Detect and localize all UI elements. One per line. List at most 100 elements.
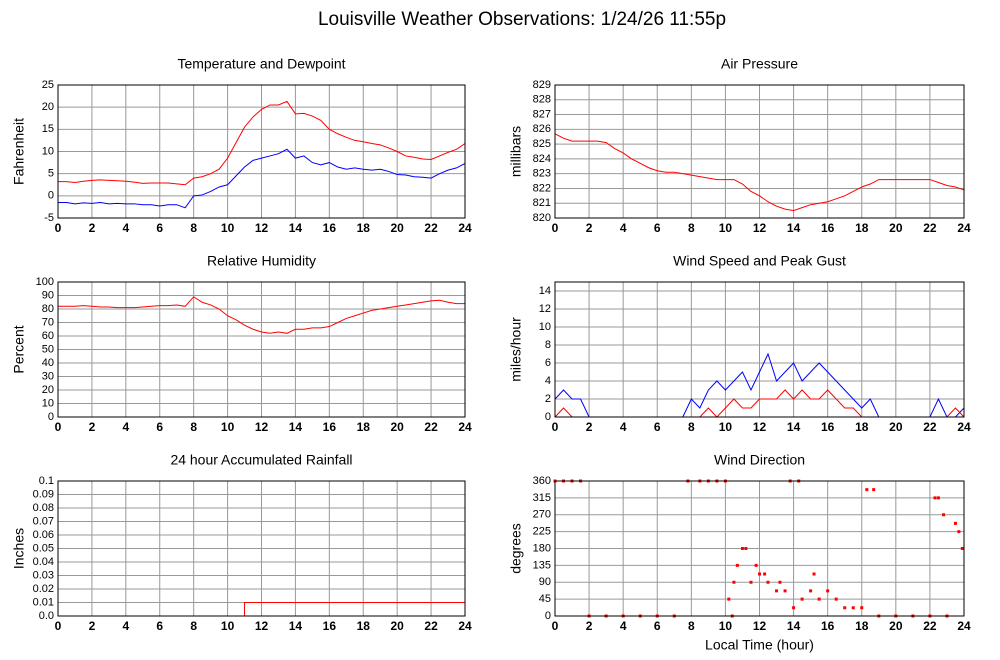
x-tick-label: 4 <box>122 221 129 235</box>
x-tick-label: 4 <box>122 619 129 633</box>
plot-border <box>57 84 466 219</box>
x-tick-label: 2 <box>586 420 593 434</box>
x-tick-label: 18 <box>855 221 869 235</box>
data-point <box>766 580 770 584</box>
x-tick-label: 0 <box>552 221 559 235</box>
data-point <box>953 521 957 525</box>
x-tick-label: 24 <box>458 420 472 434</box>
x-tick-label: 18 <box>855 619 869 633</box>
y-tick-label: 60 <box>42 330 54 342</box>
y-tick-label: 50 <box>42 343 54 355</box>
y-tick-label: 0.06 <box>33 529 54 541</box>
x-tick-label: 10 <box>221 420 235 434</box>
x-tick-label: 10 <box>221 619 235 633</box>
x-axis-label: Local Time (hour) <box>705 637 814 653</box>
x-tick-label: 24 <box>957 420 971 434</box>
x-tick-label: 16 <box>323 420 337 434</box>
y-tick-label: 821 <box>533 197 551 209</box>
y-tick-label: 360 <box>533 475 551 487</box>
y-tick-label: 10 <box>42 397 54 409</box>
y-tick-label: -5 <box>44 212 54 224</box>
y-tick-label: 0.01 <box>33 596 54 608</box>
y-tick-label: 823 <box>533 168 551 180</box>
y-tick-label: 15 <box>42 123 54 135</box>
x-tick-label: 14 <box>787 420 801 434</box>
plot-border <box>57 480 466 617</box>
y-tick-label: 25 <box>42 79 54 91</box>
y-tick-label: 826 <box>533 123 551 135</box>
x-tick-label: 0 <box>55 619 62 633</box>
data-point <box>775 589 779 593</box>
y-tick-label: 270 <box>533 509 551 521</box>
x-tick-label: 22 <box>923 221 937 235</box>
x-tick-label: 0 <box>552 420 559 434</box>
x-tick-label: 4 <box>620 619 627 633</box>
x-tick-label: 6 <box>156 221 163 235</box>
x-tick-label: 0 <box>55 221 62 235</box>
y-tick-label: 10 <box>539 321 551 333</box>
data-point <box>872 488 876 492</box>
data-point <box>960 547 964 550</box>
x-tick-label: 10 <box>221 221 235 235</box>
data-point <box>763 572 767 576</box>
x-tick-label: 22 <box>424 221 438 235</box>
x-tick-label: 2 <box>89 420 96 434</box>
x-tick-label: 24 <box>458 619 472 633</box>
y-tick-label: 0.08 <box>33 502 54 514</box>
chart-title: Wind Speed and Peak Gust <box>673 253 846 269</box>
plot-border <box>554 84 965 219</box>
data-point <box>758 572 761 576</box>
y-tick-label: 0.05 <box>33 542 54 554</box>
x-tick-label: 20 <box>390 619 404 633</box>
x-tick-label: 20 <box>889 420 903 434</box>
x-tick-label: 2 <box>89 221 96 235</box>
x-tick-label: 12 <box>753 619 767 633</box>
x-tick-label: 2 <box>586 619 593 633</box>
y-tick-label: 315 <box>533 492 551 504</box>
y-tick-label: 40 <box>42 357 54 369</box>
y-tick-label: 0.04 <box>33 556 54 568</box>
y-tick-label: 45 <box>539 593 551 605</box>
y-axis-label: miles/hour <box>508 317 524 382</box>
x-tick-label: 4 <box>122 420 129 434</box>
data-line <box>58 296 465 334</box>
y-tick-label: 90 <box>539 576 551 588</box>
x-tick-label: 2 <box>586 221 593 235</box>
y-tick-label: 20 <box>42 384 54 396</box>
x-tick-label: 8 <box>688 420 695 434</box>
chart-title: 24 hour Accumulated Rainfall <box>170 452 352 468</box>
x-tick-label: 16 <box>323 221 337 235</box>
x-tick-label: 8 <box>190 619 197 633</box>
data-point <box>749 580 753 584</box>
data-line <box>554 133 965 212</box>
data-point <box>809 589 813 593</box>
y-tick-label: 0.1 <box>39 475 54 487</box>
x-tick-label: 6 <box>156 619 163 633</box>
y-tick-label: 824 <box>533 153 551 165</box>
x-tick-label: 4 <box>620 420 627 434</box>
y-axis-label: Percent <box>11 325 27 373</box>
x-tick-label: 20 <box>390 221 404 235</box>
x-tick-label: 20 <box>390 420 404 434</box>
y-tick-label: 820 <box>533 212 551 224</box>
x-tick-label: 0 <box>552 619 559 633</box>
x-tick-label: 6 <box>654 420 661 434</box>
x-tick-label: 2 <box>89 619 96 633</box>
y-tick-label: 135 <box>533 559 551 571</box>
y-tick-label: 0 <box>48 190 54 202</box>
y-tick-label: 0.09 <box>33 488 54 500</box>
y-tick-label: 4 <box>545 375 551 387</box>
x-tick-label: 10 <box>719 221 733 235</box>
x-tick-label: 18 <box>357 420 371 434</box>
x-tick-label: 4 <box>620 221 627 235</box>
y-tick-label: 90 <box>42 289 54 301</box>
data-point <box>744 547 748 550</box>
chart-title: Air Pressure <box>721 56 798 72</box>
y-axis-label: Inches <box>11 528 27 569</box>
x-tick-label: 6 <box>654 619 661 633</box>
x-tick-label: 22 <box>923 420 937 434</box>
data-point <box>843 606 847 610</box>
y-tick-label: 822 <box>533 182 551 194</box>
y-tick-label: 5 <box>48 168 54 180</box>
x-tick-label: 20 <box>889 619 903 633</box>
